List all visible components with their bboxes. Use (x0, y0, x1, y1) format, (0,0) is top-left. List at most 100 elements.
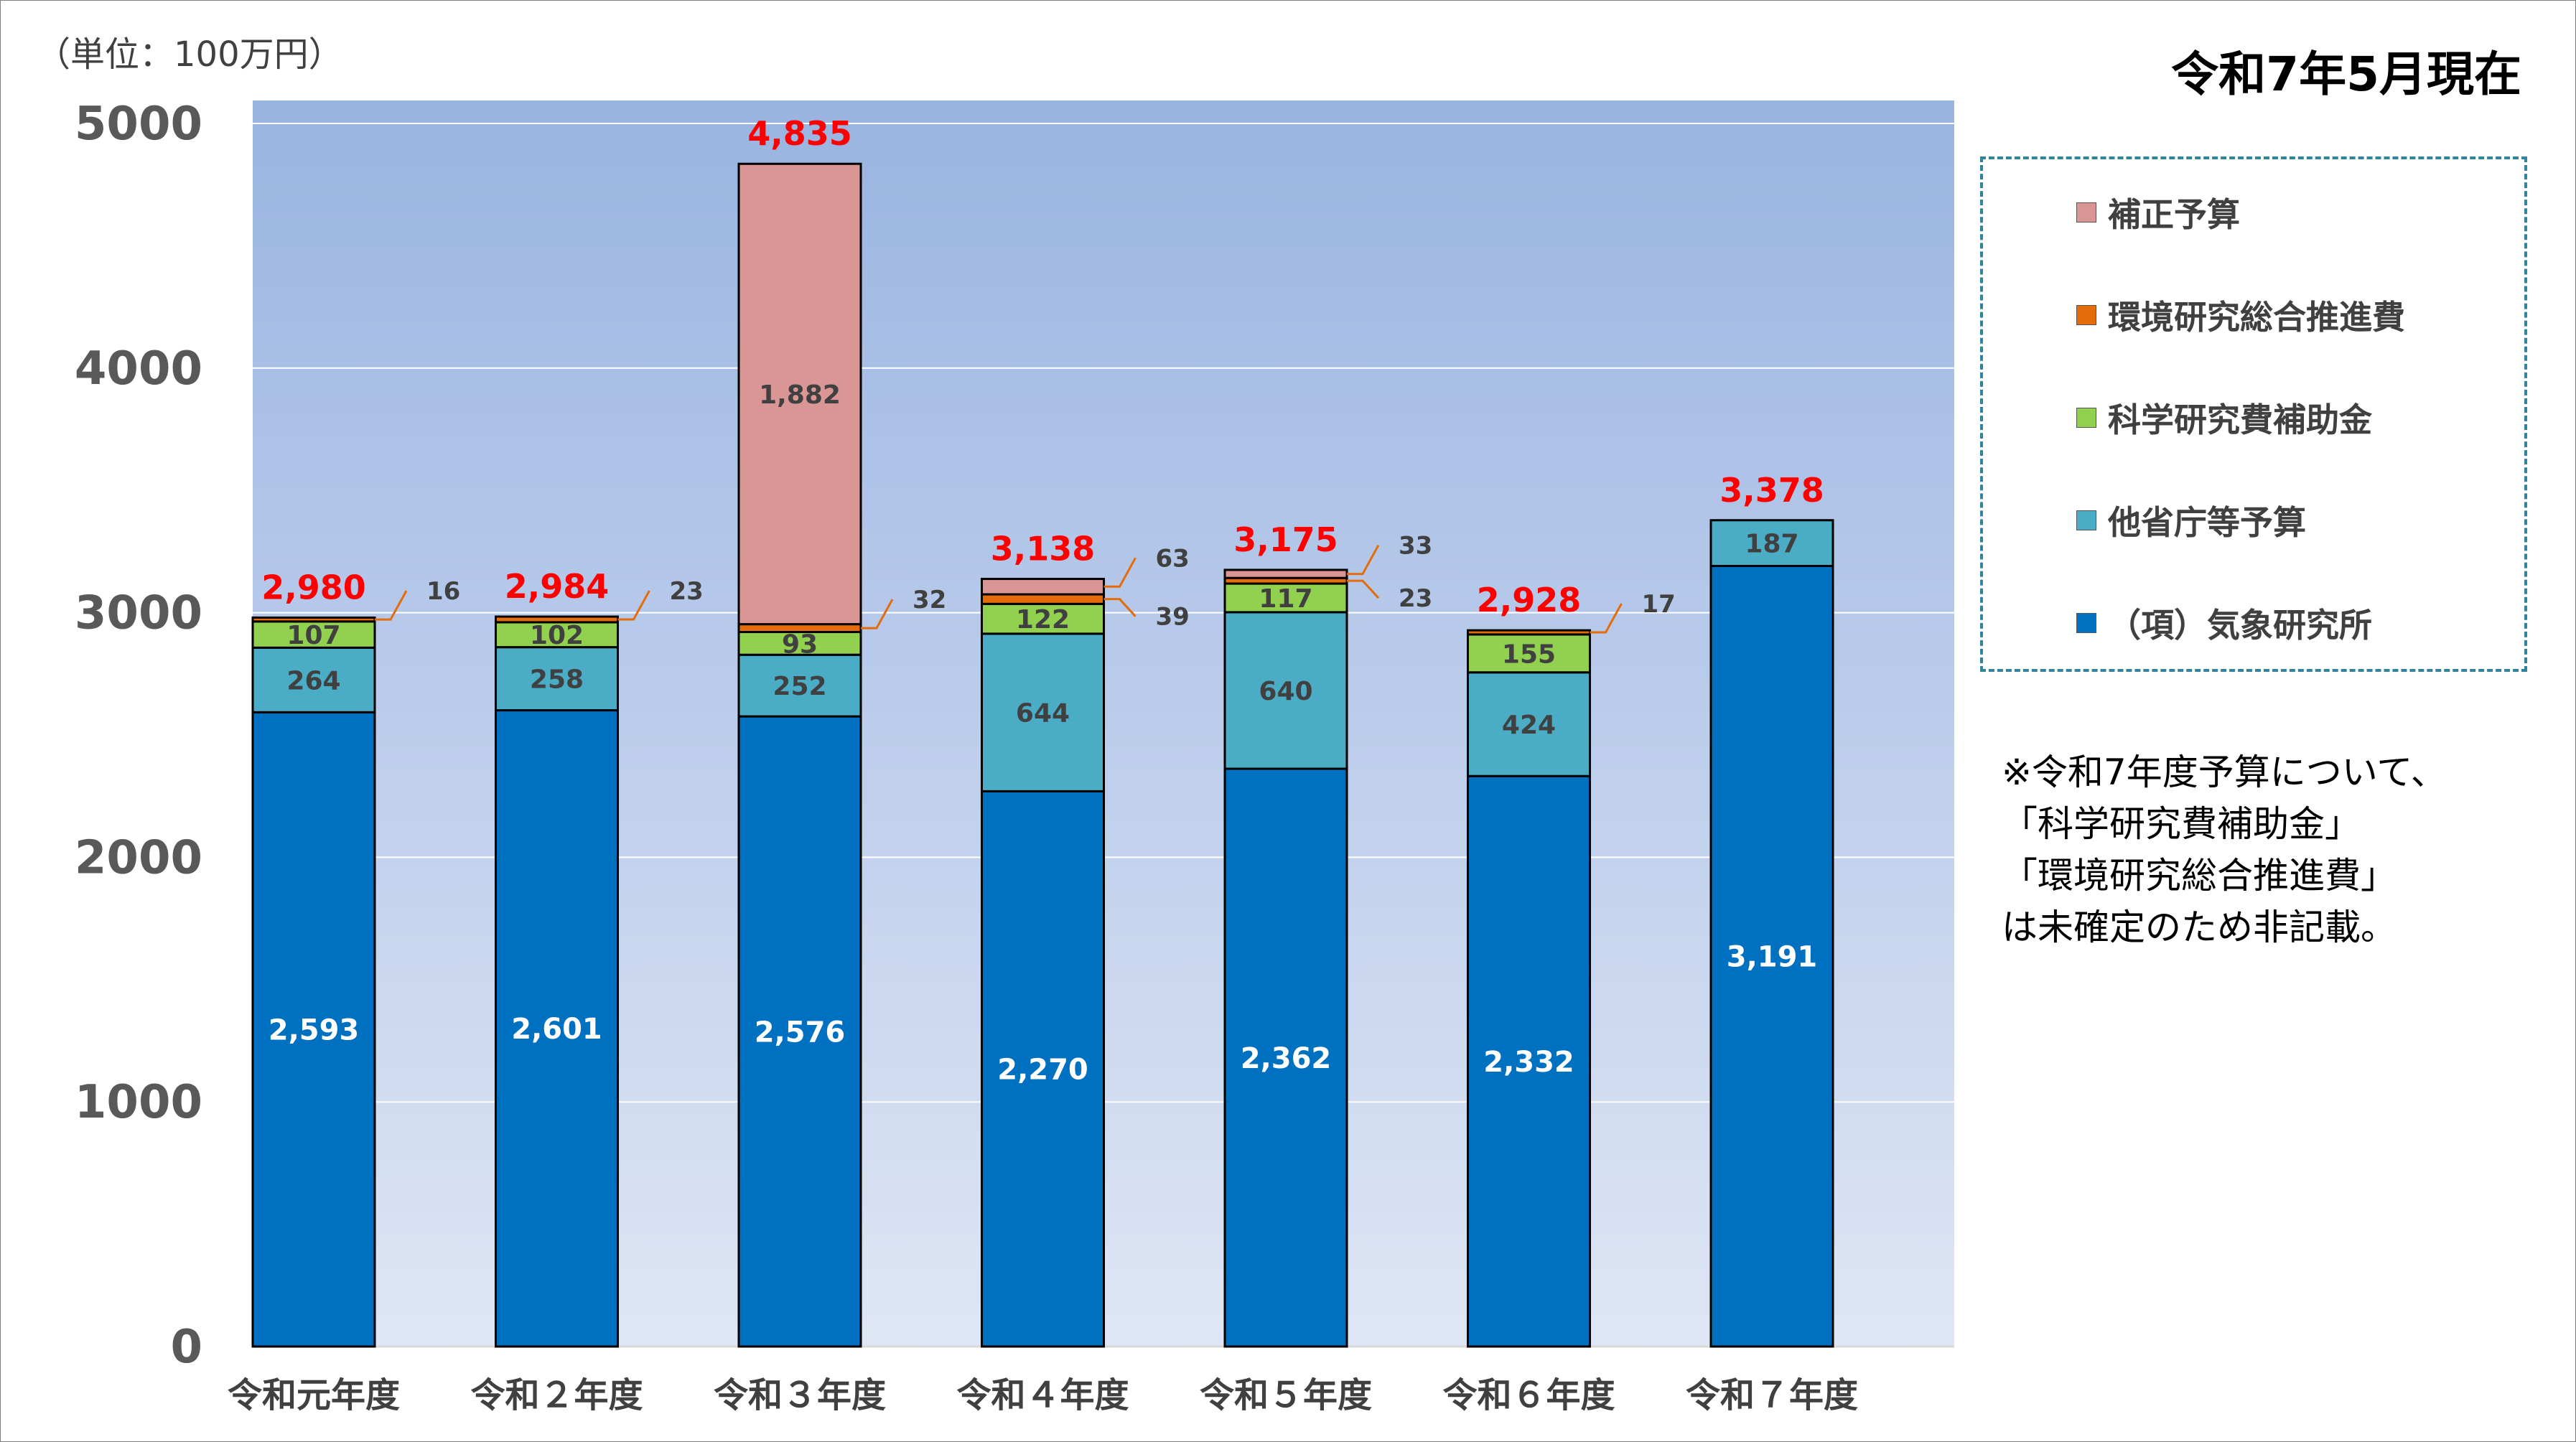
bar-segment (981, 602, 1105, 635)
x-tick-label: 令和６年度 (1442, 1375, 1615, 1415)
bar-segment (981, 593, 1105, 605)
segment-label: 107 (286, 621, 340, 650)
bar-segment (1467, 774, 1591, 1348)
bar-segment (495, 646, 619, 712)
segment-label-outside: 23 (1399, 584, 1432, 613)
legend-label: 科学研究費補助金 (2108, 401, 2372, 439)
x-tick-label: 令和元年度 (228, 1375, 400, 1415)
segment-label-outside: 17 (1642, 590, 1676, 619)
leader-line (375, 590, 408, 621)
x-tick-label: 令和２年度 (470, 1375, 643, 1415)
y-tick-label: 5000 (75, 98, 202, 151)
total-label: 2,984 (505, 567, 610, 606)
segment-label: 155 (1502, 640, 1556, 669)
total-label: 3,138 (991, 530, 1096, 568)
segment-label: 640 (1259, 677, 1312, 706)
footnote: ※令和7年度予算について、 「科学研究費補助金」 「環境研究総合推進費」 は未確… (2002, 746, 2447, 953)
segment-label: 2,576 (755, 1016, 846, 1049)
segment-label: 2,601 (511, 1013, 602, 1046)
unit-label: （単位：100万円） (36, 34, 343, 75)
legend-swatch (2076, 510, 2096, 530)
legend-label: （項）気象研究所 (2108, 606, 2372, 645)
legend-item: 科学研究費補助金 (2076, 396, 2372, 439)
bar-segment (251, 646, 376, 713)
leader-line (1103, 557, 1137, 588)
bars (251, 162, 1834, 1348)
total-label: 3,378 (1719, 471, 1824, 510)
total-label: 2,980 (261, 568, 366, 607)
segment-label: 93 (782, 629, 818, 659)
segment-label-outside: 39 (1156, 603, 1190, 632)
segment-label: 424 (1502, 711, 1556, 740)
bar-segment (1223, 611, 1348, 770)
segment-label: 1,882 (759, 380, 841, 410)
y-tick-label: 3000 (75, 587, 202, 640)
bar-segment (1709, 519, 1834, 568)
y-tick-label: 2000 (75, 831, 202, 884)
total-label: 4,835 (747, 114, 852, 153)
legend-label: 他省庁等予算 (2108, 503, 2306, 542)
bar-segment (1467, 633, 1591, 674)
as-of-label: 令和7年5月現在 (2171, 47, 2521, 102)
total-label: 2,928 (1477, 581, 1582, 619)
segment-label-outside: 33 (1399, 532, 1432, 561)
bar-segment (981, 632, 1105, 792)
x-tick-label: 令和５年度 (1200, 1375, 1372, 1415)
legend-swatch (2076, 305, 2096, 325)
bar-segment (1467, 629, 1591, 636)
segment-label: 2,332 (1483, 1046, 1574, 1079)
legend-swatch (2076, 408, 2096, 428)
segment-label-outside: 16 (426, 577, 460, 606)
bar-segment (1467, 671, 1591, 777)
leader-line (1347, 579, 1380, 599)
bar-segment (1223, 767, 1348, 1348)
legend: 補正予算環境研究総合推進費 科学研究費補助金 他省庁等予算 （項）気象研究所 (1980, 156, 2527, 672)
x-tick-label: 令和４年度 (956, 1375, 1129, 1415)
total-label: 3,175 (1233, 520, 1338, 559)
legend-swatch (2076, 613, 2096, 633)
bar-segment (737, 653, 862, 718)
segment-label-outside: 63 (1156, 544, 1190, 573)
segment-label: 252 (773, 672, 826, 701)
legend-label: 環境研究総合推進費 (2108, 298, 2405, 337)
legend-label: 補正予算 (2108, 195, 2240, 234)
leader-line (1347, 544, 1380, 576)
segment-label: 117 (1259, 584, 1312, 614)
segment-label: 102 (530, 621, 584, 650)
bar-segment (495, 709, 619, 1348)
legend-item: 補正予算 (2076, 191, 2240, 234)
segment-label: 264 (286, 666, 340, 696)
segment-label: 2,593 (269, 1014, 360, 1047)
segment-label: 258 (530, 665, 584, 695)
bar-segment (737, 715, 862, 1348)
segment-label: 644 (1016, 699, 1070, 729)
y-tick-label: 4000 (75, 342, 202, 395)
x-tick-label: 令和７年度 (1686, 1375, 1858, 1415)
x-tick-label: 令和３年度 (714, 1375, 886, 1415)
note-line: 「環境研究総合推進費」 (2002, 855, 2397, 896)
segment-label: 3,191 (1727, 941, 1818, 974)
bar-segment (981, 790, 1105, 1348)
y-axis-ticks: 0 1000 2000 3000 4000 5000 (75, 98, 202, 1374)
segment-label-outside: 23 (670, 577, 704, 606)
bar-segment (1223, 582, 1348, 614)
x-axis-ticks: 令和元年度 令和２年度 令和３年度 令和４年度 令和５年度 令和６年度 令和７年度 (228, 1375, 1858, 1415)
note-line: ※令和7年度予算について、 (2002, 752, 2447, 793)
segment-label: 187 (1745, 530, 1798, 559)
note-line: は未確定のため非記載。 (2002, 907, 2397, 948)
bar-segment (495, 621, 619, 649)
legend-swatch (2076, 202, 2096, 223)
bar-segment (1709, 565, 1834, 1348)
bar-segment (737, 162, 862, 626)
data-labels: 2,593 264 107 16 2,980 2,601 258 102 23 2,984 2,57… (261, 114, 1824, 1086)
legend-item: （項）気象研究所 (2076, 601, 2372, 645)
bar-segment (251, 711, 376, 1348)
leader-line (861, 599, 894, 629)
leader-line (1590, 603, 1623, 634)
y-tick-label: 1000 (75, 1076, 202, 1129)
legend-item: 他省庁等予算 (2076, 499, 2306, 542)
note-line: 「科学研究費補助金」 (2002, 803, 2361, 845)
y-tick-label: 0 (170, 1321, 202, 1374)
leader-line (617, 590, 650, 621)
